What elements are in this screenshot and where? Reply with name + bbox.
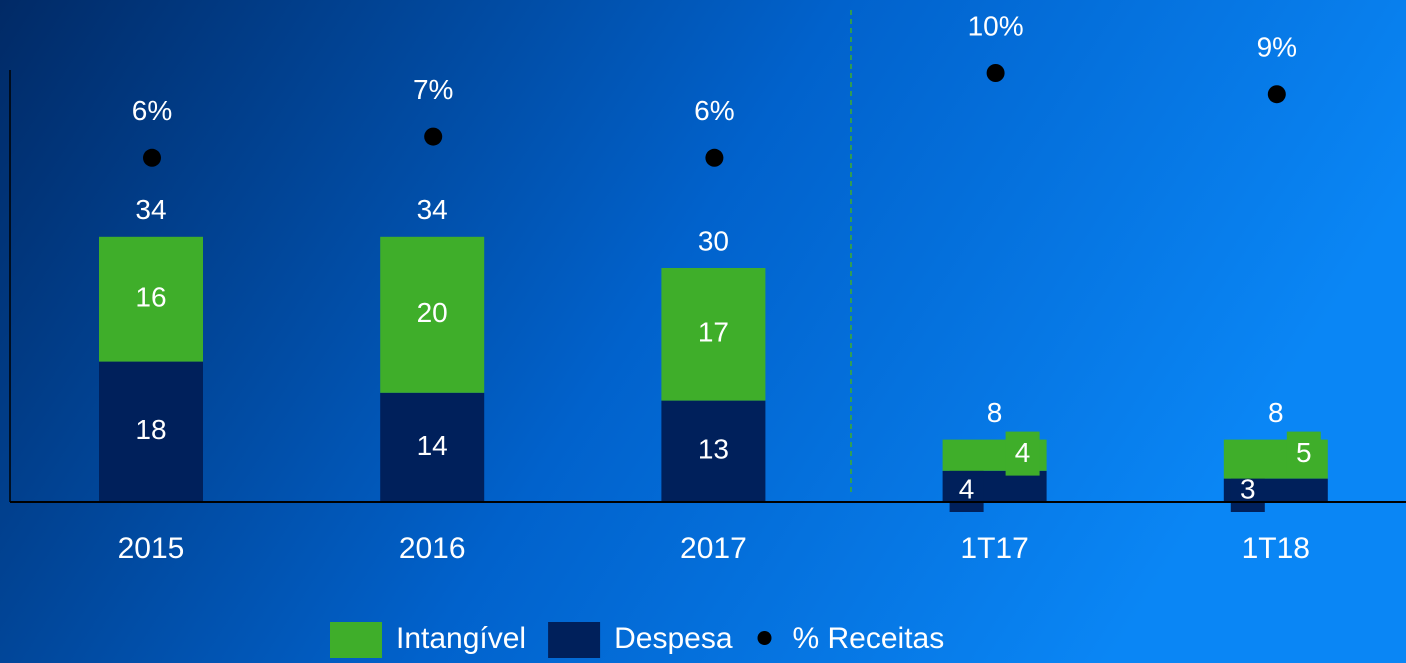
total-label: 30 bbox=[698, 225, 729, 256]
total-label: 8 bbox=[1268, 397, 1284, 428]
value-label: 14 bbox=[417, 430, 448, 461]
label-box bbox=[949, 468, 984, 512]
dot bbox=[1267, 85, 1286, 104]
value-label: 3 bbox=[1240, 473, 1256, 504]
bar bbox=[661, 400, 766, 502]
total-label: 8 bbox=[987, 397, 1003, 428]
dot-label: 10% bbox=[968, 10, 1024, 41]
dot-label: 9% bbox=[1257, 32, 1297, 63]
bar bbox=[99, 361, 203, 502]
bar bbox=[99, 236, 203, 362]
value-label: 13 bbox=[698, 434, 729, 465]
dot-label: 6% bbox=[132, 95, 172, 126]
value-label: 4 bbox=[1015, 437, 1031, 468]
x-tick-label: 1T17 bbox=[960, 532, 1028, 565]
dot bbox=[143, 148, 161, 167]
dot bbox=[986, 64, 1005, 82]
dot-label: 6% bbox=[694, 95, 734, 126]
bar bbox=[380, 392, 485, 502]
dot bbox=[424, 127, 443, 146]
x-tick-label: 2017 bbox=[680, 532, 747, 565]
value-label: 4 bbox=[959, 473, 975, 504]
dot bbox=[705, 148, 724, 167]
total-label: 34 bbox=[417, 194, 448, 225]
x-tick-label: 1T18 bbox=[1242, 532, 1310, 565]
legend-label: % Receitas bbox=[793, 622, 945, 655]
value-label: 20 bbox=[417, 297, 448, 328]
legend-swatch bbox=[548, 622, 601, 658]
value-label: 5 bbox=[1296, 437, 1312, 468]
legend-label: Despesa bbox=[614, 622, 733, 655]
x-tick-label: 2015 bbox=[118, 532, 185, 565]
dot-label: 7% bbox=[413, 74, 453, 105]
total-label: 34 bbox=[135, 194, 166, 225]
label-box bbox=[1286, 431, 1321, 476]
value-label: 17 bbox=[698, 317, 729, 348]
label-box bbox=[1005, 431, 1040, 476]
legend-label: Intangível bbox=[396, 622, 526, 655]
value-label: 18 bbox=[135, 414, 166, 445]
bar bbox=[380, 236, 485, 393]
x-tick-label: 2016 bbox=[399, 532, 466, 565]
legend-swatch bbox=[330, 622, 382, 658]
bar bbox=[661, 268, 766, 401]
legend-dot bbox=[757, 631, 772, 645]
value-label: 16 bbox=[135, 282, 166, 313]
